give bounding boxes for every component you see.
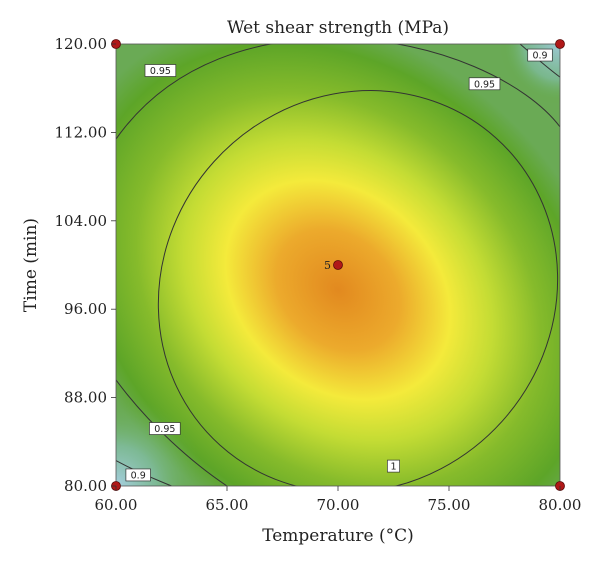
y-tick-label: 88.00 (64, 389, 107, 407)
contour-label-1: 1 (387, 459, 400, 473)
plot-area (116, 44, 560, 486)
contour-label-0.95-0: 0.95 (144, 64, 177, 77)
x-tick-label: 60.00 (95, 496, 138, 514)
y-tick-label: 120.00 (55, 35, 108, 53)
x-tick-label: 80.00 (539, 496, 582, 514)
x-tick-label: 75.00 (428, 496, 471, 514)
x-tick-label: 70.00 (317, 496, 360, 514)
y-tick-label: 104.00 (55, 212, 108, 230)
design-point (333, 260, 343, 270)
design-point-label: 5 (324, 259, 331, 272)
contour-label-box (387, 459, 400, 473)
y-tick-label: 96.00 (64, 300, 107, 318)
contour-label-box (125, 468, 151, 482)
contour-line-0.95-top (116, 44, 560, 140)
contour-line-0.9-top-right (519, 44, 560, 78)
contour-line-0.95-bottom (116, 379, 228, 486)
x-tick-label: 65.00 (206, 496, 249, 514)
contour-label-box (149, 422, 181, 435)
contour-label-0.9-0: 0.9 (527, 48, 553, 62)
contour-label-box (468, 77, 501, 91)
y-tick-label: 112.00 (55, 123, 108, 141)
contour-label-text: 0.95 (154, 424, 175, 435)
contour-label-0.95-1: 0.95 (468, 77, 501, 91)
contour-labels: 1 0.95 0.95 0.95 0.9 0.9 (125, 48, 553, 482)
contour-label-text: 1 (390, 462, 396, 473)
contour-label-0.95-2: 0.95 (149, 422, 181, 435)
contour-label-box (527, 48, 553, 62)
x-axis-title: Temperature (°C) (262, 526, 414, 546)
contour-line-1 (157, 90, 559, 486)
x-axis: 60.00 65.00 70.00 75.00 80.00 (95, 486, 582, 514)
contour-label-text: 0.95 (474, 79, 495, 90)
contour-label-text: 0.9 (131, 470, 146, 481)
contour-label-box (144, 64, 177, 77)
contour-label-text: 0.95 (150, 66, 171, 77)
y-axis: 80.00 88.00 96.00 104.00 112.00 120.00 (55, 35, 116, 495)
design-point (555, 39, 565, 49)
contour-label-0.9-1: 0.9 (125, 468, 151, 482)
chart-title: Wet shear strength (MPa) (227, 18, 449, 38)
contour-label-text: 0.9 (532, 51, 547, 62)
design-points: 5 (111, 39, 565, 491)
y-tick-label: 80.00 (64, 477, 107, 495)
y-axis-title: Time (min) (21, 218, 41, 312)
